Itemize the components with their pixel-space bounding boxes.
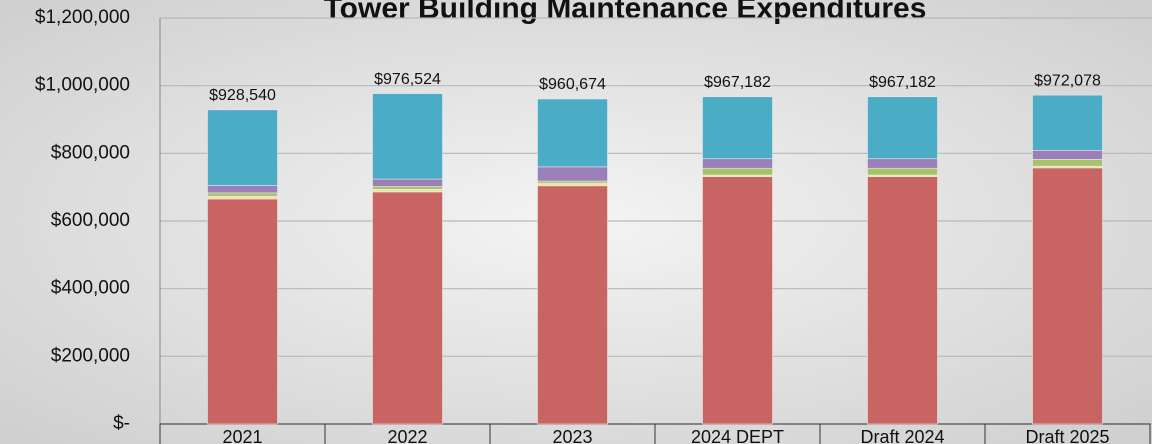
- total-label: $967,182: [869, 74, 936, 91]
- bar-segment: [867, 176, 938, 425]
- bar-segment: [372, 186, 443, 190]
- bar-segment: [537, 166, 608, 182]
- bar-segment: [537, 182, 608, 187]
- x-tick-label: 2024 DEPT: [691, 427, 784, 444]
- total-label: $967,182: [704, 74, 771, 91]
- bar-segment: [1032, 167, 1103, 425]
- total-label: $928,540: [209, 87, 276, 104]
- bar-segment: [207, 185, 278, 194]
- bar-segment: [207, 196, 278, 200]
- bar-segment: [537, 180, 608, 184]
- bar-segment: [702, 158, 773, 169]
- bar-segment: [537, 185, 608, 425]
- total-label: $976,524: [374, 71, 441, 88]
- bar-segment: [372, 188, 443, 193]
- bar-segment: [207, 198, 278, 425]
- bar-segment: [372, 93, 443, 180]
- bar-segment: [1032, 94, 1103, 151]
- y-tick-label: $200,000: [51, 345, 130, 366]
- y-tick-label: $600,000: [51, 210, 130, 231]
- bar-segment: [867, 96, 938, 160]
- chart-title: Tower Building Maintenance Expenditures: [324, 0, 927, 25]
- total-label: $960,674: [539, 76, 606, 93]
- bar-segment: [867, 158, 938, 169]
- x-tick-label: 2022: [387, 427, 427, 444]
- bar-segment: [372, 191, 443, 425]
- y-tick-label: $1,000,000: [35, 75, 130, 96]
- y-tick-label: $1,200,000: [35, 7, 130, 28]
- bar-segment: [702, 96, 773, 160]
- bar-segment: [537, 98, 608, 168]
- x-tick-label: Draft 2025: [1025, 427, 1109, 444]
- x-tick-label: Draft 2024: [860, 427, 944, 444]
- bar-segment: [1032, 159, 1103, 167]
- bar-segment: [867, 167, 938, 176]
- y-tick-label: $400,000: [51, 278, 130, 299]
- bar-segment: [207, 192, 278, 197]
- bar-segment: [1032, 149, 1103, 160]
- y-tick-label: $-: [113, 413, 130, 434]
- total-label: $972,078: [1034, 72, 1101, 89]
- bar-segment: [702, 176, 773, 425]
- y-tick-label: $800,000: [51, 142, 130, 163]
- bar-segment: [702, 167, 773, 176]
- bar-segment: [207, 109, 278, 186]
- bar-segment: [372, 178, 443, 187]
- x-tick-label: 2021: [222, 427, 262, 444]
- x-tick-label: 2023: [552, 427, 592, 444]
